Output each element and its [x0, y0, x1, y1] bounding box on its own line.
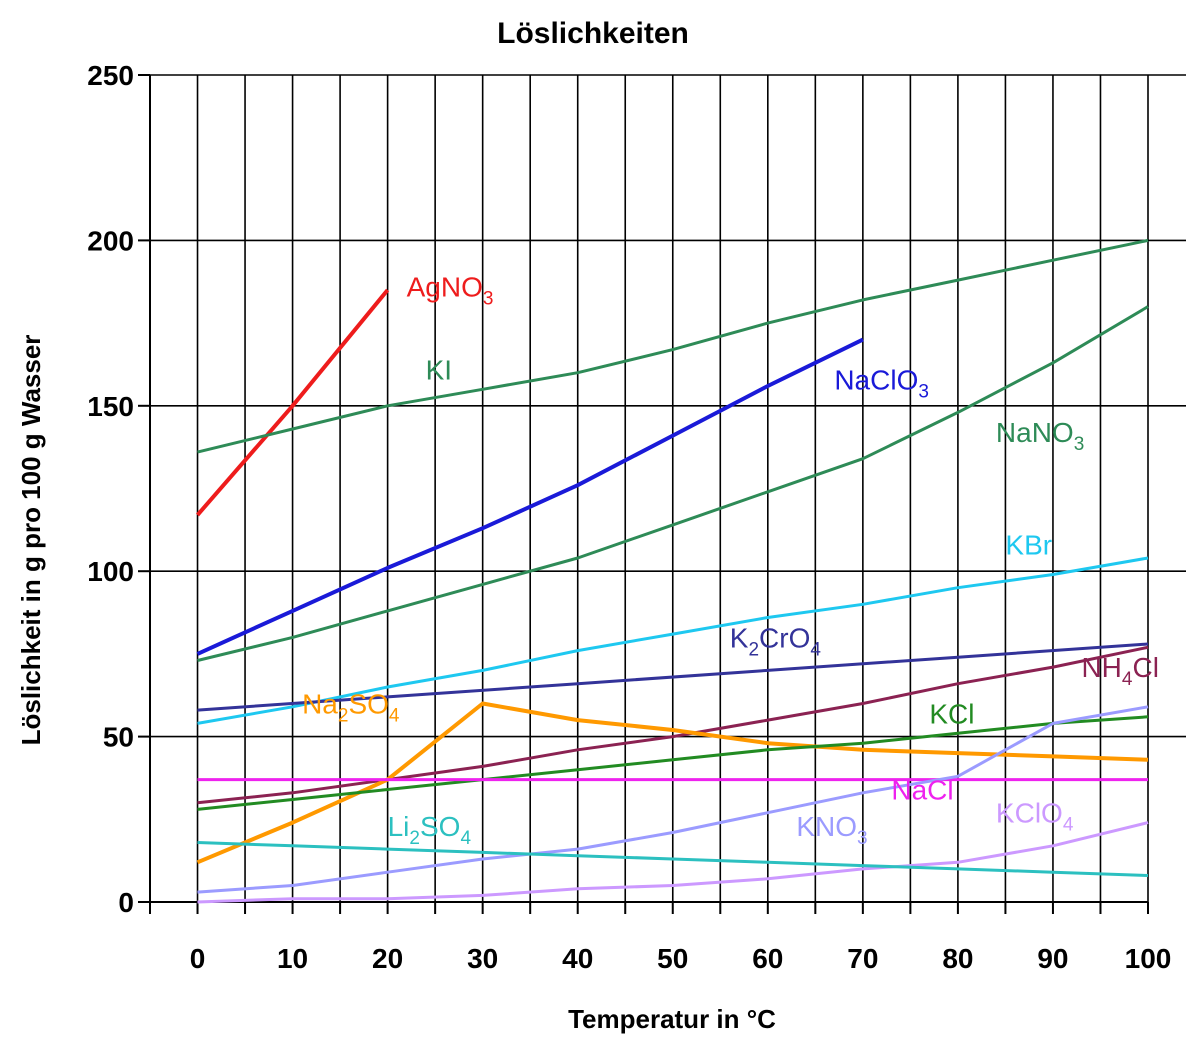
series-line-li2so4: [197, 841, 1149, 877]
x-tick-label: 30: [467, 943, 498, 974]
x-tick-label: 40: [562, 943, 593, 974]
y-tick-label: 50: [103, 722, 134, 753]
series-line-kbr: [197, 556, 1149, 725]
x-tick-label: 80: [942, 943, 973, 974]
series-label-li2so4: Li2SO4: [388, 811, 472, 849]
series-lines: [195, 238, 1149, 904]
series-line-kno3: [197, 705, 1149, 894]
series-label-na2so4: Na2SO4: [302, 688, 400, 726]
x-axis-label: Temperatur in °C: [568, 1004, 776, 1034]
series-label-ki: KI: [426, 354, 452, 385]
x-tick-label: 50: [657, 943, 688, 974]
x-tick-label: 70: [847, 943, 878, 974]
y-tick-label: 0: [118, 887, 134, 918]
series-line-ki: [197, 238, 1149, 454]
series-line-nano3: [197, 305, 1149, 662]
x-tick-label: 100: [1125, 943, 1172, 974]
x-tick-label: 0: [190, 943, 206, 974]
x-tick-label: 10: [277, 943, 308, 974]
y-axis-label: Löslichkeit in g pro 100 g Wasser: [16, 335, 46, 746]
series-label-nano3: NaNO3: [996, 417, 1084, 455]
y-tick-label: 150: [87, 391, 134, 422]
axes: [138, 74, 1149, 914]
series-line-kcl: [197, 715, 1149, 811]
series-label-k2cro4: K2CrO4: [730, 622, 822, 660]
series-line-k2cro4: [197, 642, 1149, 712]
chart-title: Löslichkeiten: [497, 17, 689, 50]
x-tick-label: 20: [372, 943, 403, 974]
series-label-nh4cl: NH4Cl: [1081, 652, 1158, 690]
series-line-nh4cl: [197, 645, 1149, 805]
series-label-kclo4: KClO4: [996, 798, 1074, 836]
y-tick-label: 250: [87, 60, 134, 91]
series-label-kbr: KBr: [1005, 530, 1052, 561]
grid-lines: [149, 74, 1186, 902]
series-line-naclo3: [196, 337, 864, 656]
series-line-agno3: [195, 288, 390, 517]
series-label-nacl: NaCl: [891, 774, 953, 805]
y-tick-label: 200: [87, 225, 134, 256]
y-tick-label: 100: [87, 556, 134, 587]
x-tick-label: 90: [1037, 943, 1068, 974]
series-label-kno3: KNO3: [796, 811, 867, 849]
series-label-kcl: KCl: [929, 698, 974, 729]
tick-labels: 0 50 100 150 200 250 0 10 20 30 40 50 60 70 80 90 100: [87, 60, 1171, 974]
series-line-kclo4: [197, 821, 1149, 904]
series-label-agno3: AgNO3: [407, 272, 494, 310]
series-label-naclo3: NaClO3: [834, 364, 929, 402]
series-labels: AgNO3 KI NaClO3 NaNO3 KBr K2CrO4 NH4Cl Na2SO4 KC…: [302, 272, 1159, 849]
x-tick-label: 60: [752, 943, 783, 974]
